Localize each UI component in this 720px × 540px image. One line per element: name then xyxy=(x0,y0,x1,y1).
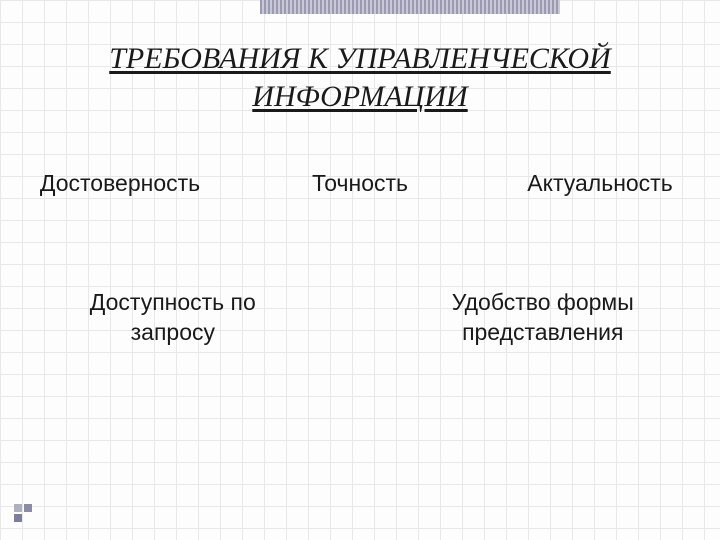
slide-title: ТРЕБОВАНИЯ К УПРАВЛЕНЧЕСКОЙ ИНФОРМАЦИИ xyxy=(0,40,720,115)
requirements-row-2: Доступность по запросу Удобство формы пр… xyxy=(0,288,720,348)
presentation-line-2: представления xyxy=(462,319,623,345)
title-line-1: ТРЕБОВАНИЯ К УПРАВЛЕНЧЕСКОЙ xyxy=(109,42,611,75)
corner-accent-icon xyxy=(14,504,36,526)
requirement-presentation: Удобство формы представления xyxy=(346,288,720,348)
availability-line-2: запросу xyxy=(131,319,215,345)
title-line-2: ИНФОРМАЦИИ xyxy=(252,80,467,113)
presentation-line-1: Удобство формы xyxy=(452,289,634,315)
requirements-row-1: Достоверность Точность Актуальность xyxy=(0,170,720,197)
requirement-relevance: Актуальность xyxy=(480,170,720,197)
decorative-top-band xyxy=(260,0,560,14)
availability-line-1: Доступность по xyxy=(90,289,256,315)
requirement-accuracy: Точность xyxy=(240,170,480,197)
requirement-availability: Доступность по запросу xyxy=(0,288,346,348)
requirement-reliability: Достоверность xyxy=(0,170,240,197)
